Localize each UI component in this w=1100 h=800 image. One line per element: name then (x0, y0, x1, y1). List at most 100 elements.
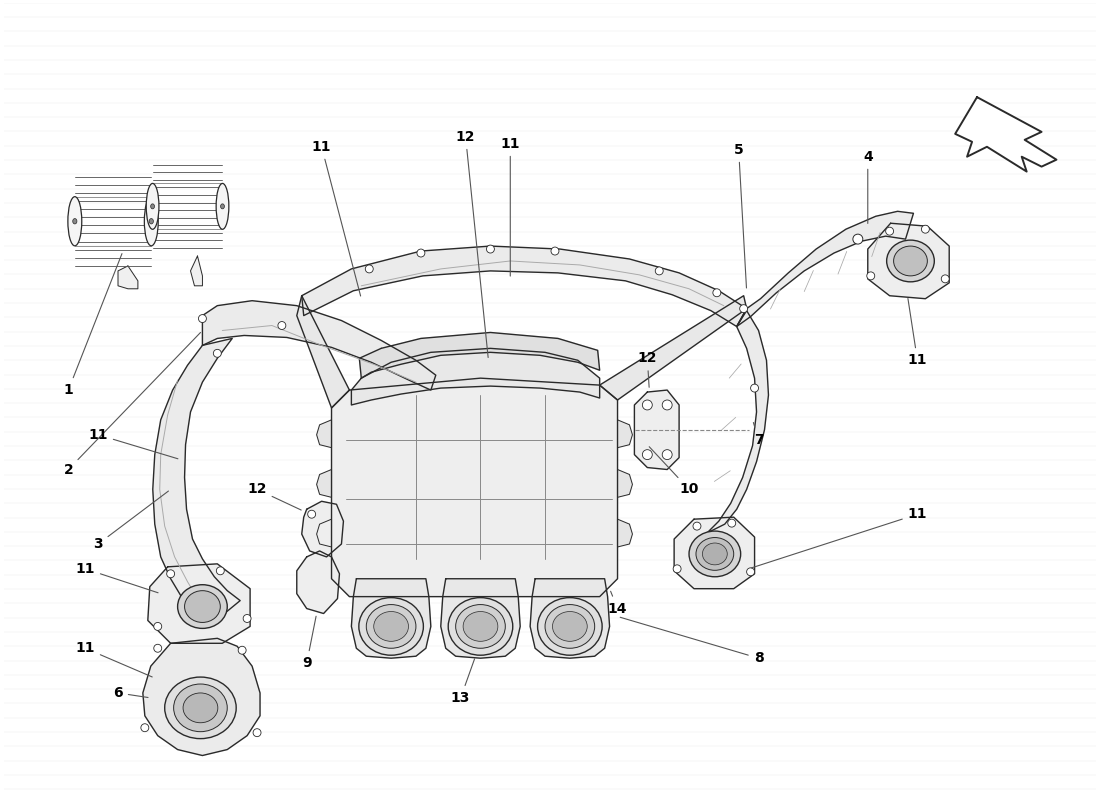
Text: 9: 9 (301, 616, 316, 670)
Circle shape (713, 289, 721, 297)
Ellipse shape (174, 684, 228, 732)
Ellipse shape (359, 598, 424, 655)
Ellipse shape (183, 693, 218, 722)
Polygon shape (600, 296, 747, 400)
Text: 6: 6 (113, 686, 148, 700)
Ellipse shape (366, 605, 416, 648)
Text: 2: 2 (64, 333, 200, 477)
Circle shape (750, 384, 759, 392)
Circle shape (417, 249, 425, 257)
Circle shape (642, 450, 652, 459)
Circle shape (198, 314, 207, 322)
Ellipse shape (165, 677, 236, 738)
Text: 11: 11 (76, 562, 158, 593)
Text: 12: 12 (638, 351, 657, 387)
Circle shape (154, 622, 162, 630)
Circle shape (886, 227, 893, 235)
Polygon shape (301, 246, 747, 326)
Ellipse shape (455, 605, 505, 648)
Polygon shape (331, 378, 617, 597)
Ellipse shape (887, 240, 934, 282)
Circle shape (942, 275, 949, 283)
Circle shape (217, 567, 224, 574)
Circle shape (213, 350, 221, 358)
Ellipse shape (177, 585, 228, 629)
Polygon shape (351, 348, 600, 405)
Polygon shape (360, 333, 600, 378)
Polygon shape (317, 470, 331, 498)
Polygon shape (190, 256, 202, 286)
Text: 13: 13 (451, 659, 474, 705)
Circle shape (739, 305, 748, 313)
Circle shape (167, 570, 175, 578)
Polygon shape (118, 266, 138, 289)
Text: 11: 11 (88, 428, 178, 458)
Text: 12: 12 (455, 130, 488, 358)
Circle shape (852, 234, 862, 244)
Ellipse shape (221, 204, 224, 209)
Polygon shape (301, 502, 343, 557)
Circle shape (693, 522, 701, 530)
Text: 5: 5 (734, 142, 747, 288)
Ellipse shape (538, 598, 602, 655)
Ellipse shape (185, 590, 220, 622)
Circle shape (728, 519, 736, 527)
Polygon shape (868, 223, 949, 298)
Ellipse shape (463, 611, 498, 642)
Ellipse shape (68, 197, 81, 246)
Ellipse shape (374, 611, 408, 642)
Circle shape (922, 226, 930, 233)
Circle shape (278, 322, 286, 330)
Ellipse shape (144, 197, 158, 246)
Polygon shape (707, 310, 769, 533)
Ellipse shape (146, 183, 158, 230)
Circle shape (551, 247, 559, 255)
Circle shape (308, 510, 316, 518)
Circle shape (642, 400, 652, 410)
Polygon shape (317, 519, 331, 547)
Polygon shape (351, 578, 431, 658)
Ellipse shape (552, 611, 587, 642)
Ellipse shape (448, 598, 513, 655)
Text: 11: 11 (500, 137, 520, 276)
Polygon shape (617, 420, 632, 448)
Ellipse shape (893, 246, 927, 276)
Polygon shape (202, 301, 436, 390)
Polygon shape (297, 551, 340, 614)
Circle shape (673, 565, 681, 573)
Ellipse shape (689, 531, 740, 577)
Circle shape (253, 729, 261, 737)
Polygon shape (441, 578, 520, 658)
Ellipse shape (73, 218, 77, 224)
Ellipse shape (216, 183, 229, 230)
Polygon shape (955, 97, 1056, 171)
Text: 8: 8 (620, 618, 763, 665)
Polygon shape (297, 296, 350, 408)
Polygon shape (635, 390, 679, 470)
Ellipse shape (703, 543, 727, 565)
Text: 10: 10 (649, 446, 698, 496)
Text: 7: 7 (754, 422, 763, 446)
Polygon shape (617, 519, 632, 547)
Circle shape (867, 272, 875, 280)
Circle shape (239, 646, 246, 654)
Ellipse shape (544, 605, 595, 648)
Text: 3: 3 (94, 491, 168, 551)
Polygon shape (143, 638, 260, 755)
Text: 14: 14 (608, 591, 627, 615)
Circle shape (141, 724, 149, 732)
Text: 11: 11 (76, 642, 152, 677)
Circle shape (243, 614, 251, 622)
Text: 11: 11 (751, 507, 927, 568)
Text: 11: 11 (908, 298, 927, 367)
Polygon shape (153, 338, 240, 623)
Circle shape (747, 568, 755, 576)
Circle shape (154, 644, 162, 652)
Ellipse shape (150, 218, 153, 224)
Polygon shape (147, 564, 250, 643)
Text: 11: 11 (311, 140, 361, 296)
Text: 4: 4 (862, 150, 872, 223)
Circle shape (662, 400, 672, 410)
Polygon shape (674, 517, 755, 589)
Ellipse shape (151, 204, 154, 209)
